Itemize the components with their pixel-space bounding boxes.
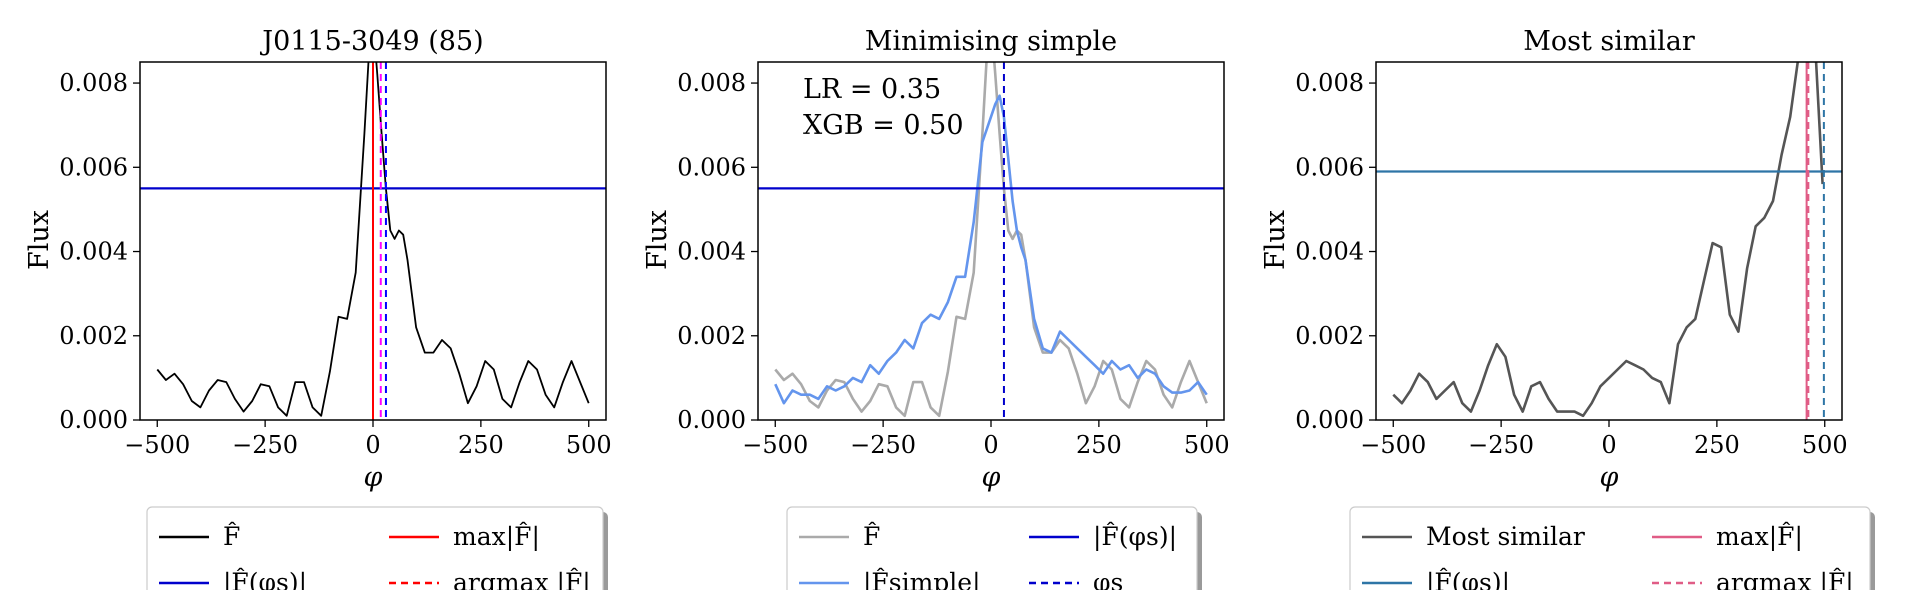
x-tick-label: −250 [232,431,298,459]
x-tick-label: −250 [850,431,916,459]
y-tick-label: 0.008 [1295,69,1364,97]
chart-panel-minimising-simple: Minimising simple Flux φ LR = 0.35 XGB =… [642,26,1230,590]
y-tick-label: 0.000 [1295,406,1364,434]
x-tick-label: −500 [1360,431,1426,459]
xgb-score-annotation: XGB = 0.50 [803,110,964,141]
y-tick-label: 0.002 [59,322,128,350]
legend-label: max|F̂| [1716,522,1803,552]
x-tick-label: −500 [742,431,808,459]
y-tick-label: 0.002 [677,322,746,350]
x-tick-label: 250 [1694,431,1740,459]
lr-score-annotation: LR = 0.35 [803,74,941,105]
legend-label: |F̂(φs)| [223,568,307,590]
y-axis-label: Flux [24,210,55,270]
legend-box [146,506,604,590]
x-axis-label: φ [982,462,1001,493]
y-tick-label: 0.000 [677,406,746,434]
series-line-f-simple [774,94,1208,405]
y-axis-label: Flux [642,210,673,270]
plot-area [1376,62,1842,420]
legend: F̂ |F̂(φs)| |F̂simple| φs [786,506,1202,590]
legend-label: |F̂(φs)| [1093,522,1177,552]
x-tick-label: 250 [1076,431,1122,459]
y-tick-label: 0.002 [1295,322,1364,350]
x-axis-label: φ [364,462,383,493]
x-tick-label: 0 [1601,431,1616,459]
legend-box [786,506,1198,590]
x-tick-label: 500 [566,431,612,459]
legend-label: F̂ [223,522,240,551]
legend-label: argmax |F̂| [453,568,591,590]
plot-area [758,62,1224,420]
chart-panel-most-similar: Most similar Flux φ −500 −250 0 250 500 0.000… [1260,26,1875,590]
chart-title: Most similar [1523,26,1695,57]
y-tick-label: 0.008 [677,69,746,97]
y-tick-label: 0.004 [677,238,746,266]
y-tick-label: 0.006 [1295,153,1364,181]
legend-box [1349,506,1871,590]
x-tick-label: −250 [1468,431,1534,459]
chart-title: J0115-3049 (85) [259,26,483,57]
legend-label: |F̂simple| [863,568,981,590]
series-line-f [156,62,590,417]
x-tick-label: 0 [365,431,380,459]
legend-label: Most similar [1426,522,1585,551]
x-tick-label: 500 [1802,431,1848,459]
series-line-f [774,62,1208,418]
chart-panel-pulsar-profile: J0115-3049 (85) Flux φ −500 −250 0 250 500 0.… [24,26,612,590]
legend: F̂ max|F̂| |F̂(φs)| argmax |F̂| [146,506,608,590]
x-tick-label: 250 [458,431,504,459]
chart-title: Minimising simple [865,26,1117,57]
y-tick-label: 0.004 [59,238,128,266]
axes-frame [1375,61,1843,421]
x-axis-label: φ [1600,462,1619,493]
y-tick-label: 0.004 [1295,238,1364,266]
y-tick-label: 0.000 [59,406,128,434]
y-tick-label: 0.008 [59,69,128,97]
legend: Most similar max|F̂| |F̂(φs)| argmax |F̂| [1349,506,1875,590]
y-tick-label: 0.006 [59,153,128,181]
x-tick-label: 500 [1184,431,1230,459]
legend-label: F̂ [863,522,880,551]
x-tick-label: 0 [983,431,998,459]
series-line-most-similar [1392,62,1824,418]
legend-label: |F̂(φs)| [1426,568,1510,590]
legend-label: φs [1093,568,1123,590]
legend-label: max|F̂| [453,522,540,552]
x-tick-label: −500 [124,431,190,459]
plot-area [140,62,606,420]
y-tick-label: 0.006 [677,153,746,181]
y-axis-label: Flux [1260,210,1291,270]
legend-label: argmax |F̂| [1716,568,1854,590]
